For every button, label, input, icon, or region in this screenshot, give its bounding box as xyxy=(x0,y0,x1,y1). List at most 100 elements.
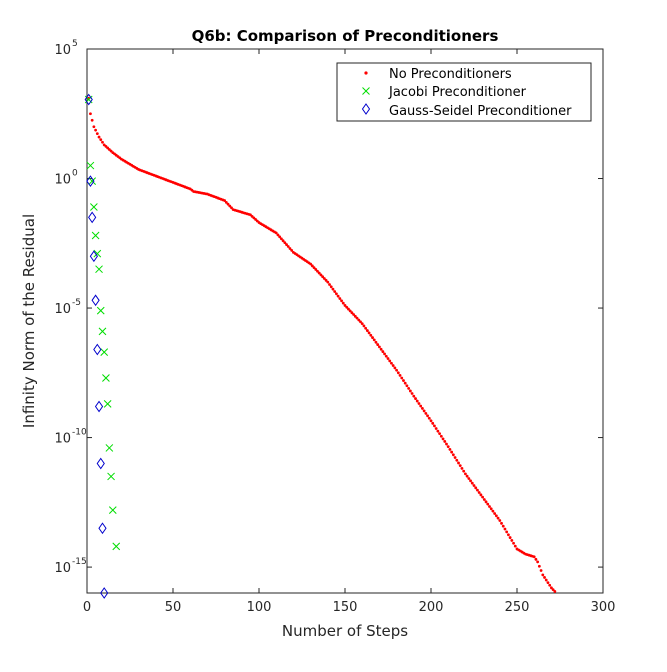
data-point-no-preconditioners xyxy=(408,389,412,393)
data-point-no-preconditioners xyxy=(365,329,369,332)
data-point-no-preconditioners xyxy=(393,366,397,370)
data-point-no-preconditioners xyxy=(230,206,233,210)
data-point-no-preconditioners xyxy=(496,516,500,520)
data-point-gauss-seidel xyxy=(84,93,93,106)
data-point-no-preconditioners xyxy=(324,278,328,282)
data-point-no-preconditioners xyxy=(458,464,462,468)
data-point-no-preconditioners xyxy=(433,424,436,428)
data-point-no-preconditioners xyxy=(403,381,407,385)
data-point-no-preconditioners xyxy=(94,128,97,132)
data-point-no-preconditioners xyxy=(326,280,330,284)
data-point-no-preconditioners xyxy=(498,519,502,522)
data-point-jacobi xyxy=(95,265,103,274)
data-point-no-preconditioners xyxy=(310,264,314,268)
data-point-no-preconditioners xyxy=(97,135,101,139)
data-point-no-preconditioners xyxy=(541,573,545,577)
data-point-no-preconditioners xyxy=(488,505,491,508)
data-point-no-preconditioners xyxy=(460,466,464,470)
y-tick-exponent: -5 xyxy=(72,298,81,308)
data-point-gauss-seidel xyxy=(93,343,102,356)
data-point-no-preconditioners xyxy=(443,440,447,443)
data-point-no-preconditioners xyxy=(427,416,431,420)
data-point-no-preconditioners xyxy=(290,249,294,252)
data-point-no-preconditioners xyxy=(503,527,507,531)
data-point-no-preconditioners xyxy=(467,477,471,480)
data-point-no-preconditioners xyxy=(395,368,398,372)
data-point-no-preconditioners xyxy=(513,544,517,548)
data-point-no-preconditioners xyxy=(500,521,503,525)
data-point-no-preconditioners xyxy=(388,359,392,363)
data-point-no-preconditioners xyxy=(322,277,326,280)
series-no-preconditioners xyxy=(87,96,557,593)
data-point-no-preconditioners xyxy=(360,322,364,325)
x-tick-label: 150 xyxy=(333,600,358,615)
data-point-no-preconditioners xyxy=(479,493,483,497)
data-point-gauss-seidel xyxy=(94,400,104,413)
data-point-no-preconditioners xyxy=(316,269,319,273)
x-tick-label: 100 xyxy=(247,600,272,615)
data-point-no-preconditioners xyxy=(224,200,228,204)
data-point-no-preconditioners xyxy=(489,507,493,511)
data-point-no-preconditioners xyxy=(438,432,441,436)
data-point-no-preconditioners xyxy=(469,479,472,483)
data-point-no-preconditioners xyxy=(321,275,325,279)
data-point-no-preconditioners xyxy=(445,442,448,446)
data-point-no-preconditioners xyxy=(101,140,104,144)
data-point-no-preconditioners xyxy=(548,583,552,587)
data-point-jacobi xyxy=(108,506,117,514)
data-point-no-preconditioners xyxy=(276,233,280,237)
data-point-no-preconditioners xyxy=(464,472,467,476)
data-point-no-preconditioners xyxy=(448,447,452,451)
data-point-no-preconditioners xyxy=(341,301,345,305)
data-point-jacobi xyxy=(96,306,105,315)
data-point-no-preconditioners xyxy=(92,125,96,129)
data-point-no-preconditioners xyxy=(505,530,509,534)
data-point-no-preconditioners xyxy=(415,399,419,403)
data-point-no-preconditioners xyxy=(279,237,283,241)
data-point-no-preconditioners xyxy=(493,512,497,515)
data-point-no-preconditioners xyxy=(455,458,459,462)
y-tick-label: 10 xyxy=(54,302,71,317)
data-point-gauss-seidel xyxy=(100,587,109,599)
data-point-no-preconditioners xyxy=(441,437,445,441)
legend-box xyxy=(336,62,592,122)
legend-marker-gauss-seidel xyxy=(361,103,371,115)
data-point-no-preconditioners xyxy=(472,484,476,487)
data-point-no-preconditioners xyxy=(319,273,323,277)
data-point-no-preconditioners xyxy=(539,569,543,572)
data-point-jacobi xyxy=(102,374,110,382)
data-point-no-preconditioners xyxy=(364,326,368,330)
data-point-no-preconditioners xyxy=(534,557,538,561)
data-point-no-preconditioners xyxy=(421,407,424,410)
data-point-no-preconditioners xyxy=(419,404,423,408)
y-tick-exponent: -10 xyxy=(72,428,87,438)
data-point-no-preconditioners xyxy=(544,578,548,582)
data-point-no-preconditioners xyxy=(314,268,318,271)
data-point-no-preconditioners xyxy=(470,481,474,485)
x-tick-label: 0 xyxy=(83,600,91,615)
data-point-no-preconditioners xyxy=(274,231,278,235)
y-tick-exponent: 5 xyxy=(72,39,78,49)
data-point-no-preconditioners xyxy=(383,352,386,356)
data-point-no-preconditioners xyxy=(410,392,414,395)
chart-title: Q6b: Comparison of Preconditioners xyxy=(192,27,499,45)
data-point-no-preconditioners xyxy=(379,347,383,351)
data-point-no-preconditioners xyxy=(422,409,426,413)
data-point-no-preconditioners xyxy=(353,314,357,318)
data-point-no-preconditioners xyxy=(405,384,409,388)
data-point-no-preconditioners xyxy=(491,509,495,513)
data-point-no-preconditioners xyxy=(501,524,505,528)
data-point-jacobi xyxy=(90,203,98,211)
data-point-no-preconditioners xyxy=(536,560,540,564)
data-point-no-preconditioners xyxy=(451,453,455,457)
data-point-no-preconditioners xyxy=(431,421,435,425)
data-point-gauss-seidel xyxy=(88,211,97,224)
data-point-no-preconditioners xyxy=(309,262,312,266)
data-point-no-preconditioners xyxy=(99,138,103,142)
data-point-jacobi xyxy=(103,400,112,408)
x-axis-ticks: 0 50 100 150 200 250 300 xyxy=(83,49,615,615)
data-point-no-preconditioners xyxy=(481,495,484,499)
data-point-no-preconditioners xyxy=(278,235,282,239)
x-tick-label: 250 xyxy=(505,600,530,615)
